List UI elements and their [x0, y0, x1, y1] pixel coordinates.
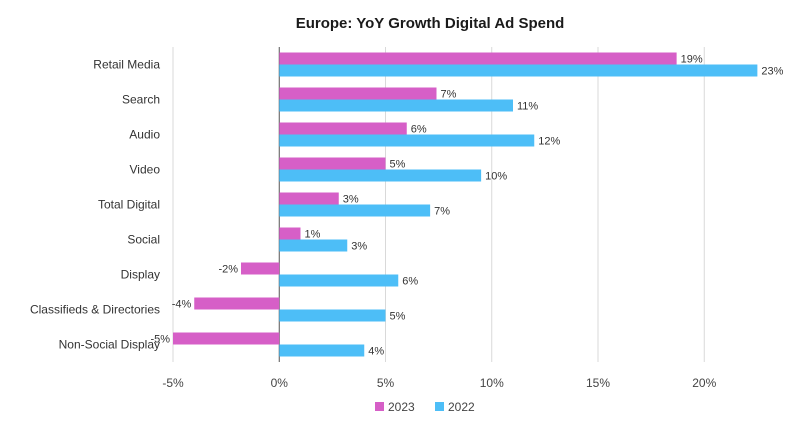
x-tick-label: 10% [480, 376, 504, 390]
data-label-2023-video: 5% [390, 159, 406, 171]
data-label-2023-classifieds-directories: -4% [172, 299, 192, 311]
data-label-2023-search: 7% [441, 89, 457, 101]
bar-2023-audio [279, 122, 407, 135]
bar-2022-search [279, 99, 513, 112]
bar-2022-audio [279, 134, 535, 147]
data-label-2023-non-social-display: -5% [150, 334, 170, 346]
category-label-classifieds-directories: Classifieds & Directories [30, 303, 160, 317]
bar-2023-social [279, 227, 301, 240]
data-label-2023-social: 1% [305, 229, 321, 241]
x-tick-label: 5% [377, 376, 395, 390]
category-labels: Retail Media Search Audio Video Total Digita… [30, 58, 160, 352]
data-labels: 19% 23% 7% 11% 6% 12% 5% 10% 3% 7% 1% 3% -2% 6% -4% 5% -… [150, 54, 783, 358]
x-tick-label: -5% [162, 376, 184, 390]
bar-2022-display [279, 274, 399, 287]
data-label-2022-display: 6% [402, 276, 418, 288]
data-label-2022-search: 11% [517, 101, 538, 113]
category-label-audio: Audio [129, 128, 160, 142]
data-label-2023-audio: 6% [411, 124, 427, 136]
bar-2023-display [241, 262, 280, 275]
legend: 2023 2022 [375, 400, 475, 414]
category-label-non-social-display: Non-Social Display [59, 338, 160, 352]
bar-2022-video [279, 169, 482, 182]
bar-2023-video [279, 157, 386, 170]
category-label-video: Video [130, 163, 161, 177]
bar-2022-retail-media [279, 64, 758, 77]
chart-title: Europe: YoY Growth Digital Ad Spend [296, 15, 565, 32]
category-label-search: Search [122, 93, 160, 107]
data-label-2023-display: -2% [218, 264, 238, 276]
data-label-2023-retail-media: 19% [681, 54, 703, 66]
data-label-2022-audio: 12% [538, 136, 560, 148]
data-label-2023-total-digital: 3% [343, 194, 359, 206]
x-axis-ticks: -5% 0% 5% 10% 15% 20% [162, 376, 716, 390]
bar-2023-non-social-display [173, 332, 280, 345]
gridlines [172, 47, 705, 362]
x-tick-label: 20% [692, 376, 716, 390]
category-label-total-digital: Total Digital [98, 198, 160, 212]
bar-2022-total-digital [279, 204, 431, 217]
category-label-social: Social [127, 233, 160, 247]
category-label-display: Display [121, 268, 160, 282]
bar-2023-retail-media [279, 52, 677, 65]
data-label-2022-retail-media: 23% [761, 66, 783, 78]
bar-2023-classifieds-directories [194, 297, 280, 310]
data-label-2022-classifieds-directories: 5% [390, 311, 406, 323]
legend-label-2023: 2023 [388, 400, 415, 414]
bar-2023-total-digital [279, 192, 339, 205]
data-label-2022-total-digital: 7% [434, 206, 450, 218]
data-label-2022-non-social-display: 4% [368, 346, 384, 358]
legend-label-2022: 2022 [448, 400, 475, 414]
x-tick-label: 0% [271, 376, 289, 390]
x-tick-label: 15% [586, 376, 610, 390]
bar-2022-classifieds-directories [279, 309, 386, 322]
category-label-retail-media: Retail Media [93, 58, 160, 72]
bar-2022-social [279, 239, 348, 252]
data-label-2022-social: 3% [351, 241, 367, 253]
legend-swatch-2023 [375, 402, 384, 411]
bars [173, 52, 758, 357]
data-label-2022-video: 10% [485, 171, 507, 183]
bar-2023-search [279, 87, 437, 100]
legend-swatch-2022 [435, 402, 444, 411]
bar-2022-non-social-display [279, 344, 365, 357]
